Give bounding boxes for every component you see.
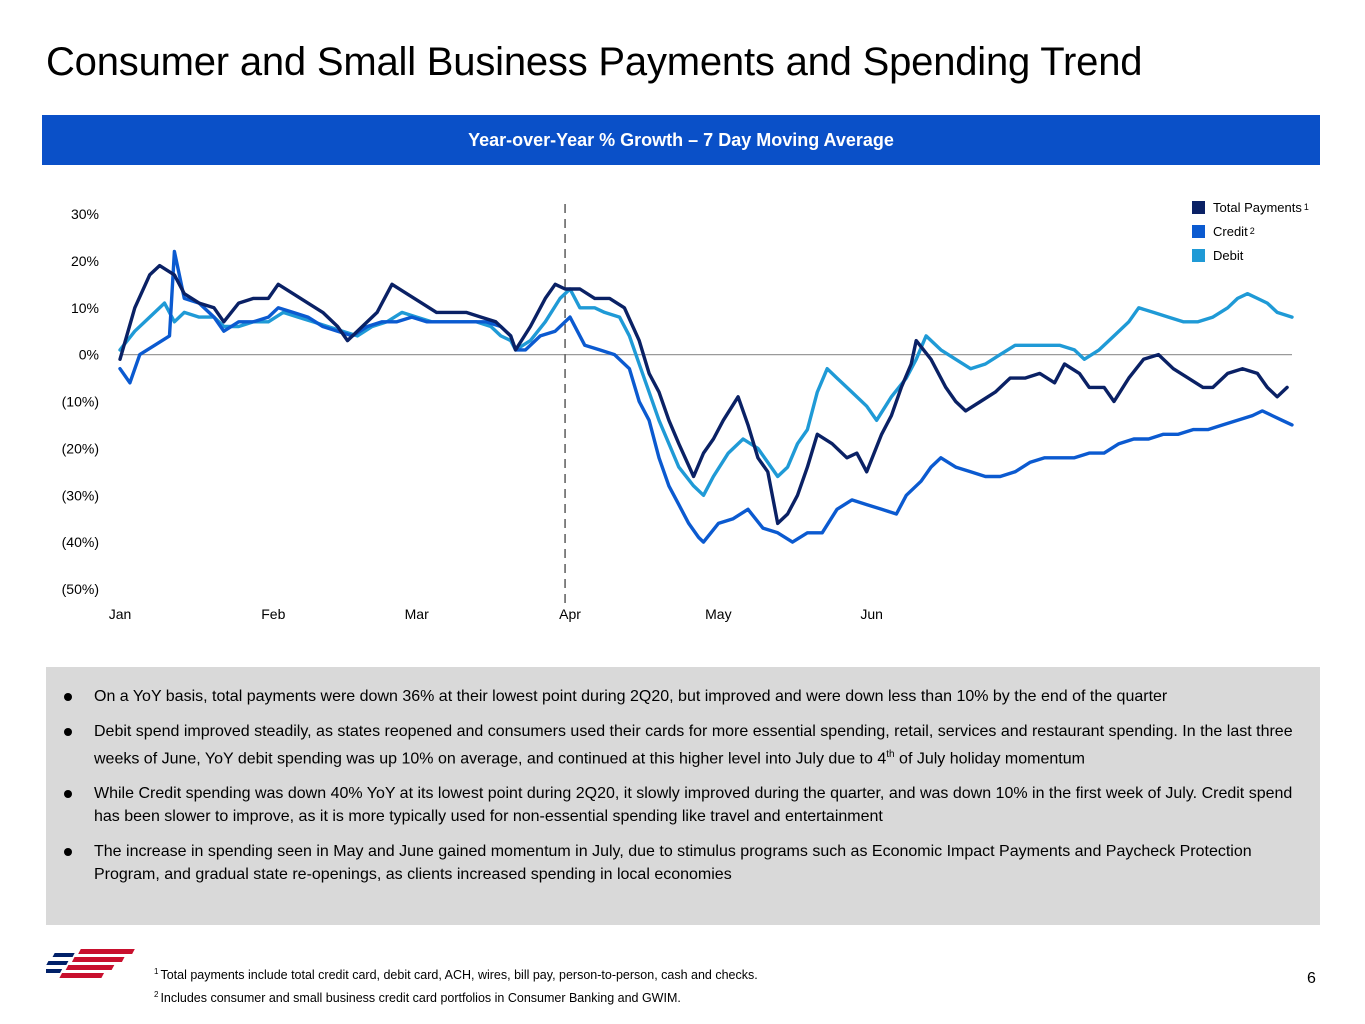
chart-header-title: Year-over-Year % Growth – 7 Day Moving A… bbox=[468, 129, 894, 150]
x-tick-label: Jun bbox=[860, 606, 883, 622]
x-tick-label: Apr bbox=[559, 606, 581, 622]
x-tick-label: Feb bbox=[261, 606, 285, 622]
legend-item-credit: Credit 2 bbox=[1192, 219, 1309, 243]
legend-sup-credit: 2 bbox=[1249, 226, 1255, 236]
footnote-number: 2 bbox=[154, 990, 159, 1000]
y-tick-label: 30% bbox=[71, 206, 99, 222]
chart-legend: Total Payments 1 Credit 2 Debit bbox=[1192, 195, 1309, 267]
flag-logo-icon bbox=[46, 949, 135, 978]
y-tick-label: (50%) bbox=[62, 581, 99, 597]
commentary-text: On a YoY basis, total payments were down… bbox=[94, 688, 1168, 705]
y-tick-label: 20% bbox=[71, 253, 99, 269]
page-number: 6 bbox=[1307, 970, 1316, 987]
x-tick-label: Jan bbox=[109, 606, 132, 622]
footnotes: 1 Total payments include total credit car… bbox=[154, 962, 758, 1008]
line-chart: 30% 20% 10% 0% (10%) (20%) (30%) (40%) (50%) Jan F… bbox=[62, 204, 1294, 622]
y-tick-label: 0% bbox=[79, 347, 99, 363]
legend-label-credit: Credit bbox=[1213, 223, 1248, 239]
commentary-text: The increase in spending seen in May and… bbox=[94, 843, 1252, 884]
series-line-credit bbox=[118, 249, 1294, 544]
commentary-text: While Credit spending was down 40% YoY a… bbox=[94, 785, 1293, 826]
legend-item-debit: Debit bbox=[1192, 243, 1309, 267]
legend-swatch-total-payments bbox=[1192, 200, 1205, 214]
y-tick-label: (10%) bbox=[62, 394, 99, 410]
footnote-1: 1 Total payments include total credit car… bbox=[154, 962, 758, 985]
commentary-bullet: While Credit spending was down 40% YoY a… bbox=[64, 782, 1302, 828]
y-tick-label: (40%) bbox=[62, 534, 99, 550]
legend-sup-total-payments: 1 bbox=[1303, 202, 1309, 212]
commentary-box: On a YoY basis, total payments were down… bbox=[46, 667, 1320, 925]
y-tick-label: (20%) bbox=[62, 440, 99, 456]
legend-swatch-debit bbox=[1192, 248, 1205, 262]
footnote-text: Total payments include total credit card… bbox=[160, 968, 758, 983]
footnote-2: 2 Includes consumer and small business cr… bbox=[154, 985, 758, 1008]
commentary-text-cont: of July holiday momentum bbox=[894, 750, 1085, 768]
footnote-number: 1 bbox=[154, 967, 159, 976]
x-tick-label: May bbox=[705, 606, 731, 622]
bullet-dot bbox=[64, 728, 72, 736]
y-tick-label: 10% bbox=[71, 300, 99, 316]
bullet-dot bbox=[64, 848, 72, 857]
footnote-text: Includes consumer and small business cre… bbox=[160, 991, 681, 1006]
page-title: Consumer and Small Business Payments and… bbox=[46, 40, 1143, 84]
legend-label-total-payments: Total Payments bbox=[1213, 199, 1302, 215]
commentary-bullet: Debit spend improved steadily, as states… bbox=[64, 720, 1302, 770]
legend-swatch-credit bbox=[1192, 224, 1205, 238]
commentary-text: Debit spend improved steadily, as states… bbox=[94, 723, 1293, 768]
legend-label-debit: Debit bbox=[1213, 247, 1244, 263]
series-line-total-payments bbox=[118, 263, 1289, 526]
bullet-dot bbox=[64, 693, 72, 701]
series-line-debit bbox=[118, 287, 1294, 497]
commentary-bullet: On a YoY basis, total payments were down… bbox=[64, 685, 1302, 708]
y-tick-label: (30%) bbox=[62, 487, 99, 503]
x-tick-label: Mar bbox=[405, 606, 429, 622]
chart-header-bar: Year-over-Year % Growth – 7 Day Moving A… bbox=[42, 115, 1320, 165]
commentary-bullet: The increase in spending seen in May and… bbox=[64, 840, 1302, 886]
legend-item-total-payments: Total Payments 1 bbox=[1192, 195, 1309, 219]
commentary-sup: th bbox=[886, 749, 895, 760]
bullet-dot bbox=[64, 790, 72, 799]
